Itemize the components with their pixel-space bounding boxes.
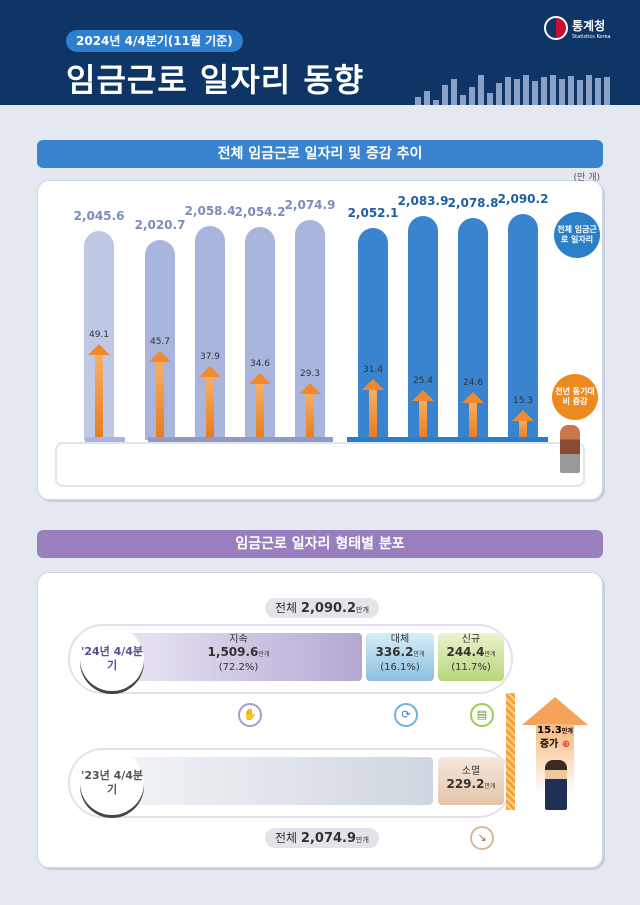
replacement-icon: ⟳ — [394, 703, 418, 727]
section1-title: 전체 임금근로 일자리 및 증감 추이 — [37, 140, 603, 168]
increase-bracket — [506, 693, 515, 810]
bar-value-label: 2,020.7 — [134, 218, 186, 232]
change-value-label: 37.9 — [199, 352, 221, 362]
bar-value-label: 2,058.4 — [184, 204, 236, 218]
up-circle-icon: ⊕ — [561, 739, 571, 750]
section2-title: 임금근로 일자리 형태별 분포 — [37, 530, 603, 558]
row-2023-label: '23년 4/4분기 — [80, 751, 144, 815]
bar-value-label: 2,054.2 — [234, 205, 286, 219]
unit-label: (만 개) — [573, 173, 600, 183]
man-character — [545, 760, 567, 810]
logo-sub: Statistics Korea — [572, 33, 611, 40]
change-value-label: 45.7 — [149, 337, 171, 347]
period-badge: 2024년 4/4분기(11월 기준) — [66, 30, 243, 52]
change-arrow — [199, 366, 221, 440]
change-arrow — [512, 410, 534, 440]
logo-name: 통계청 — [572, 18, 606, 33]
change-value-label: 34.6 — [249, 359, 271, 369]
increase-label: 15.3만개 증가 ⊕ — [537, 725, 573, 750]
segment-2023-remaining — [115, 757, 433, 805]
bubble-total: 전체 임금근로 일자리 — [554, 212, 600, 258]
segment-extinct: 소멸 229.2만개 — [438, 757, 504, 805]
change-value-label: 25.4 — [412, 376, 434, 386]
bubble-change: 전년 동기대비 증감 — [552, 374, 598, 420]
total-2023: 전체 2,074.9만개 — [265, 828, 379, 848]
segment-replacement: 대체 336.2만개 (16.1%) — [366, 633, 434, 681]
change-value-label: 15.3 — [512, 396, 534, 406]
change-arrow — [249, 373, 271, 440]
page-title: 임금근로 일자리 동향 — [66, 61, 365, 99]
axis-strip — [347, 437, 548, 442]
change-arrow — [299, 383, 321, 440]
woman-character — [560, 425, 580, 473]
change-arrow — [412, 390, 434, 440]
bar-value-label: 2,045.6 — [73, 209, 125, 223]
city-people-silhouette — [415, 70, 640, 105]
bar-value-label: 2,083.9 — [397, 194, 449, 208]
bar-value-label: 2,074.9 — [284, 198, 336, 212]
extinction-icon: ↘ — [470, 826, 494, 850]
total-2024: 전체 2,090.2만개 — [265, 598, 379, 618]
change-value-label: 31.4 — [362, 365, 384, 375]
bar-value-label: 2,078.8 — [447, 196, 499, 210]
increase-arrow-icon — [522, 697, 588, 725]
quarter-axis — [55, 442, 585, 487]
row-2024-label: '24년 4/4분기 — [80, 627, 144, 691]
change-arrow — [88, 344, 110, 440]
segment-continuing: 지속 1,509.6만개 (72.2%) — [115, 633, 362, 681]
bar-total — [508, 214, 538, 440]
change-value-label: 29.3 — [299, 369, 321, 379]
bar-value-label: 2,090.2 — [497, 192, 549, 206]
bar-value-label: 2,052.1 — [347, 206, 399, 220]
axis-strip — [148, 437, 333, 442]
change-value-label: 24.6 — [462, 378, 484, 388]
emblem-icon — [544, 16, 568, 40]
change-arrow — [149, 351, 171, 440]
axis-strip — [85, 437, 125, 442]
handshake-icon: ✋ — [238, 703, 262, 727]
change-arrow — [362, 379, 384, 440]
segment-new: 신규 244.4만개 (11.7%) — [438, 633, 504, 681]
new-hire-icon: ▤ — [470, 703, 494, 727]
statistics-korea-logo: 통계청 Statistics Korea — [544, 16, 611, 40]
change-value-label: 49.1 — [88, 330, 110, 340]
change-arrow — [462, 392, 484, 440]
